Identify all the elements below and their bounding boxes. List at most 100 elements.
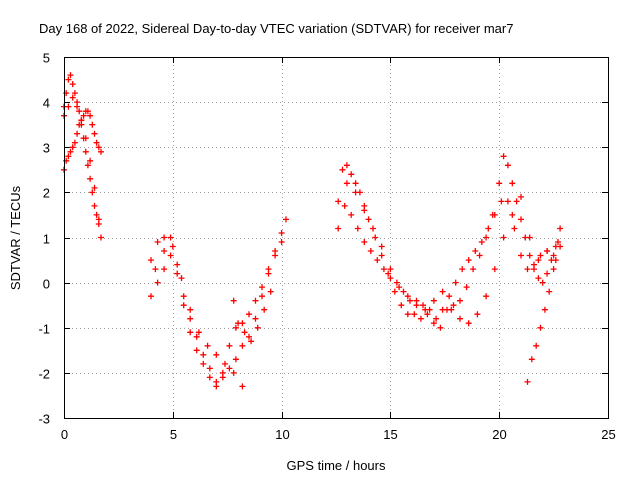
- data-point: [365, 216, 372, 223]
- grid-layer: [64, 57, 608, 418]
- data-point: [433, 315, 440, 322]
- data-point: [148, 293, 154, 300]
- data-point: [222, 360, 228, 367]
- data-point: [335, 198, 342, 205]
- data-point: [509, 180, 516, 187]
- data-point: [387, 275, 394, 282]
- data-point: [74, 130, 81, 137]
- data-point: [448, 306, 455, 313]
- y-tick-label: 3: [43, 141, 50, 156]
- data-point: [232, 356, 239, 363]
- data-point: [457, 315, 463, 322]
- data-point: [239, 383, 246, 390]
- data-point: [535, 275, 542, 282]
- data-point: [265, 266, 272, 273]
- data-point: [239, 342, 246, 349]
- data-point: [550, 266, 557, 273]
- data-point: [82, 148, 89, 155]
- data-point: [84, 162, 91, 169]
- data-point: [526, 234, 533, 241]
- data-point: [430, 297, 437, 304]
- data-point: [161, 234, 168, 241]
- data-point: [252, 297, 259, 304]
- data-point: [248, 338, 255, 345]
- data-point: [509, 211, 516, 218]
- data-point: [71, 139, 78, 146]
- data-point: [178, 275, 185, 282]
- data-point: [339, 166, 346, 173]
- data-point: [259, 293, 265, 300]
- x-axis-label: GPS time / hours: [287, 458, 386, 473]
- data-point: [352, 180, 359, 187]
- data-point: [187, 306, 194, 313]
- data-point: [541, 306, 548, 313]
- y-tick-label: 0: [43, 277, 50, 292]
- data-point: [533, 342, 540, 349]
- data-point: [404, 293, 411, 300]
- data-point: [472, 248, 479, 254]
- data-point: [69, 144, 76, 151]
- data-marks: [61, 72, 564, 390]
- series-trace-c4: [524, 239, 561, 385]
- data-point: [348, 211, 355, 218]
- data-point: [420, 302, 426, 309]
- data-point: [335, 225, 342, 232]
- data-point: [474, 311, 481, 318]
- data-point: [446, 293, 453, 300]
- data-point: [272, 252, 279, 259]
- data-point: [483, 293, 490, 300]
- data-point: [278, 230, 285, 236]
- data-point: [367, 248, 374, 254]
- data-point: [465, 320, 472, 327]
- data-point: [470, 266, 477, 273]
- data-point: [526, 252, 533, 259]
- data-point: [393, 279, 400, 286]
- data-point: [452, 279, 459, 286]
- data-point: [476, 252, 483, 259]
- data-point: [378, 243, 385, 250]
- data-point: [67, 148, 74, 155]
- data-point: [180, 293, 187, 300]
- data-point: [213, 383, 220, 390]
- y-tick-label: 2: [43, 186, 50, 201]
- data-point: [511, 225, 518, 232]
- data-point: [167, 234, 174, 241]
- data-point: [93, 211, 100, 218]
- data-point: [370, 225, 376, 232]
- data-point: [500, 153, 507, 160]
- data-point: [557, 243, 564, 250]
- data-point: [254, 324, 261, 331]
- data-point: [161, 248, 168, 254]
- data-point: [87, 175, 94, 182]
- data-point: [430, 320, 437, 327]
- data-point: [71, 90, 78, 97]
- x-tick-label: 10: [275, 427, 289, 442]
- data-point: [391, 288, 398, 295]
- data-point: [374, 257, 381, 264]
- data-point: [544, 270, 551, 277]
- data-point: [483, 234, 490, 241]
- data-point: [76, 108, 83, 115]
- data-point: [69, 94, 76, 101]
- data-point: [518, 252, 524, 259]
- data-point: [167, 252, 174, 259]
- data-point: [226, 365, 233, 372]
- data-point: [187, 329, 194, 336]
- data-point: [398, 302, 405, 309]
- data-point: [174, 270, 181, 277]
- y-tick-label: -2: [38, 367, 50, 382]
- data-point: [267, 288, 274, 295]
- data-point: [354, 225, 361, 232]
- x-tick-label: 15: [383, 427, 397, 442]
- data-point: [411, 311, 418, 318]
- data-point: [439, 288, 446, 295]
- data-point: [241, 329, 248, 336]
- data-point: [372, 234, 379, 241]
- data-point: [463, 284, 470, 291]
- data-point: [341, 202, 348, 209]
- data-point: [524, 266, 531, 273]
- data-point: [552, 257, 559, 264]
- data-point: [457, 297, 463, 304]
- data-point: [413, 297, 420, 304]
